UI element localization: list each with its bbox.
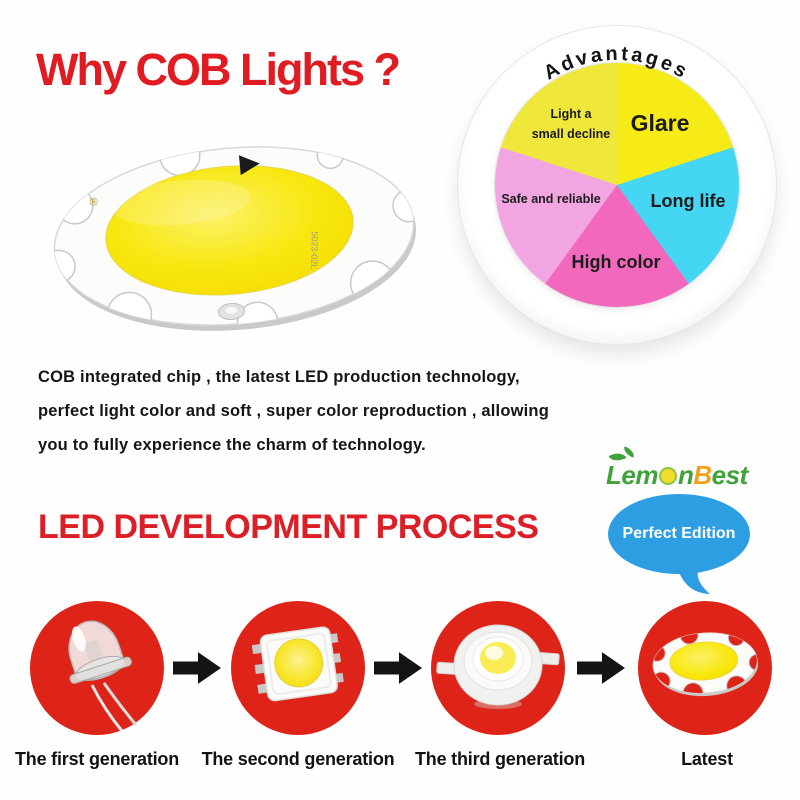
brand-logo: Lem nBest xyxy=(604,446,764,494)
bubble-label: Perfect Edition xyxy=(622,525,736,542)
page-title: Why COB Lights ? xyxy=(36,44,401,95)
cob-chip-photo: ® 5023-02L xyxy=(47,134,421,340)
step-label-third: The third generation xyxy=(414,749,585,769)
phosphor-ellipse xyxy=(105,165,354,296)
step-label-latest: Latest xyxy=(681,749,733,769)
high-power-led-icon xyxy=(436,624,560,709)
brand-name: Lem nBest xyxy=(606,460,748,490)
step-circle-first-generation xyxy=(30,601,164,735)
cert-mark: ® xyxy=(88,195,99,209)
speech-bubble-tail xyxy=(676,564,710,594)
pie-label-light-decline: Light a small decline xyxy=(531,107,611,141)
arrow-icon xyxy=(374,652,422,684)
svg-text:Advantages: Advantages xyxy=(540,43,693,85)
chip-marking: 5023-02L xyxy=(309,231,320,269)
description-text: COB integrated chip , the latest LED pro… xyxy=(38,368,549,454)
pie-label-glare: Glare xyxy=(630,110,690,136)
advantages-arc-title: Advantages xyxy=(540,43,693,85)
step-label-first: The first generation xyxy=(14,749,180,769)
step-circle-latest xyxy=(638,601,772,735)
through-hole-led-icon xyxy=(68,620,138,732)
arrow-icon xyxy=(577,652,625,684)
polarity-mark-icon xyxy=(238,155,260,176)
smd-led-icon xyxy=(251,626,344,702)
process-heading: LED DEVELOPMENT PROCESS xyxy=(38,508,539,546)
advantages-pie xyxy=(495,63,739,307)
pie-label-high-color: High color xyxy=(571,252,661,272)
step-circle-third-generation xyxy=(431,601,565,735)
step-circle-second-generation xyxy=(231,601,365,735)
lemon-slice-icon xyxy=(658,467,677,485)
pie-label-long-life: Long life xyxy=(650,191,726,211)
arrow-icon xyxy=(173,652,221,684)
speech-bubble-body xyxy=(608,494,750,574)
step-label-second: The second generation xyxy=(201,749,395,769)
wheel-title: Advantages xyxy=(540,43,690,85)
advantages-wheel: Advantages Glare Long life High color Sa… xyxy=(458,26,776,344)
speech-bubble: Perfect Edition xyxy=(608,494,750,594)
pie-label-safe-reliable: Safe and reliable xyxy=(501,192,601,206)
cob-led-icon xyxy=(651,629,759,697)
